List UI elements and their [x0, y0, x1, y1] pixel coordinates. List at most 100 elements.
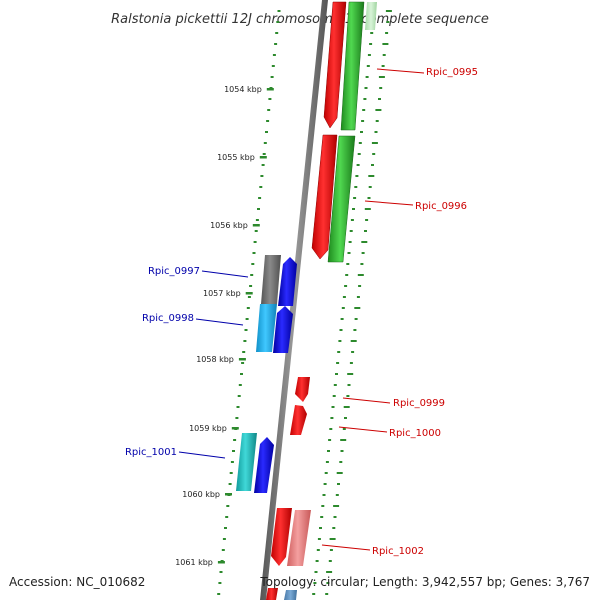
track-dot [326, 571, 333, 573]
track-dot [375, 120, 379, 122]
track-dot [323, 483, 327, 485]
track-dot [329, 549, 333, 551]
track-dot [329, 538, 336, 540]
track-dot [354, 318, 358, 320]
track-dot [221, 549, 225, 551]
track-dot [316, 549, 320, 551]
track-dot [259, 186, 263, 188]
gene-bar-rpic-0998[interactable] [256, 304, 277, 352]
kbp-tick-label: 1058 kbp [196, 355, 234, 364]
track-dot [331, 406, 335, 408]
track-dot [230, 461, 234, 463]
track-dot [315, 560, 319, 562]
track-dot [313, 582, 317, 584]
track-dot [238, 384, 242, 386]
leader-line-rpic-1002 [321, 544, 371, 551]
track-dot [225, 516, 229, 518]
map-title: Ralstonia pickettii 12J chromosome 1, co… [111, 12, 489, 27]
track-dot [354, 307, 361, 309]
gene-bar-rpic-1001[interactable] [236, 433, 257, 491]
kbp-tick-mark [238, 358, 246, 361]
gene-label-rpic-0998[interactable]: Rpic_0998 [142, 313, 194, 324]
track-dot [272, 54, 276, 56]
track-dot [335, 373, 338, 375]
gene-arrow-rpic-0996[interactable] [311, 134, 338, 260]
track-dot [340, 318, 344, 320]
track-dot [339, 329, 343, 331]
track-dot [368, 186, 372, 188]
gene-label-rpic-1001[interactable]: Rpic_1001 [125, 447, 177, 458]
kbp-tick-label: 1054 kbp [224, 85, 262, 94]
gene-arrow-rpic-0997-track2[interactable] [278, 257, 297, 306]
track-dot [365, 76, 369, 78]
gene-bar-rpic-0995-track2[interactable] [340, 1, 365, 131]
track-dot [228, 483, 232, 485]
gene-bar-rpic-1002-track2[interactable] [287, 510, 311, 566]
track-dot [346, 395, 350, 397]
track-dot [358, 285, 362, 287]
gene-labels: Rpic_0995 Rpic_0996 Rpic_0997 Rpic_0998 Rpic… [125, 67, 478, 557]
track-dot [266, 120, 270, 122]
track-dot [361, 252, 365, 254]
track-dot [270, 76, 274, 78]
track-dot [329, 428, 333, 430]
track-dot [385, 32, 389, 34]
track-dot [275, 32, 279, 34]
gene-arrow-rpic-0998-track2[interactable] [273, 306, 293, 353]
track-dot [328, 560, 332, 562]
track-dot [312, 593, 316, 595]
gene-arrow-rpic-1002[interactable] [271, 508, 292, 566]
kbp-tick-label: 1059 kbp [189, 424, 227, 433]
track-dot [237, 395, 241, 397]
track-dot [349, 230, 353, 232]
track-dot [382, 43, 389, 45]
track-dot [247, 296, 251, 298]
track-dot [251, 263, 255, 265]
track-dot [271, 65, 275, 67]
track-dot [357, 153, 361, 155]
track-dot [219, 571, 223, 573]
track-dot [324, 472, 328, 474]
gene-label-rpic-0996[interactable]: Rpic_0996 [415, 201, 467, 212]
gene-label-rpic-0999[interactable]: Rpic_0999 [393, 398, 445, 409]
leader-line-rpic-0999 [342, 397, 391, 404]
track-dot [378, 98, 381, 100]
gene-label-rpic-0997[interactable]: Rpic_0997 [148, 266, 200, 277]
kbp-tick-mark [217, 561, 225, 564]
track-dot [378, 76, 385, 78]
gene-bar-rpic-0996-track2[interactable] [327, 135, 356, 263]
track-dot [327, 450, 330, 452]
track-dot [261, 164, 265, 166]
track-dot [361, 120, 365, 122]
track-dot [322, 494, 326, 496]
track-dot [361, 241, 368, 243]
gene-arrow-rpic-1000[interactable] [290, 405, 307, 435]
track-dot [267, 109, 271, 111]
gene-label-rpic-0995[interactable]: Rpic_0995 [426, 67, 478, 78]
gene-arrow-rpic-0999[interactable] [295, 377, 310, 402]
gene-arrow-rpic-0995[interactable] [323, 1, 347, 129]
track-dot [371, 142, 378, 144]
track-dot [353, 329, 357, 331]
track-dot [344, 417, 347, 419]
track-dot [263, 142, 267, 144]
gene-bar-rpic-0997[interactable] [261, 255, 281, 304]
track-dot [385, 10, 392, 12]
track-dot [379, 87, 383, 89]
gene-label-rpic-1002[interactable]: Rpic_1002 [372, 546, 424, 557]
gene-bar-faint [365, 2, 377, 30]
track-dot [356, 296, 360, 298]
track-dot [218, 582, 222, 584]
track-dot [360, 263, 364, 265]
track-dot [375, 109, 382, 111]
track-dot [340, 439, 347, 441]
track-dot [367, 54, 371, 56]
kbp-ruler: 1054 kbp 1055 kbp 1056 kbp 1057 kbp 1058 kbp… [175, 85, 274, 567]
gene-arrow-rpic-1001-track2[interactable] [254, 437, 274, 493]
track-dot [260, 175, 264, 177]
track-dot [319, 527, 322, 529]
track-dot [352, 208, 355, 210]
gene-label-rpic-1000[interactable]: Rpic_1000 [389, 428, 441, 439]
track-dot [332, 527, 336, 529]
